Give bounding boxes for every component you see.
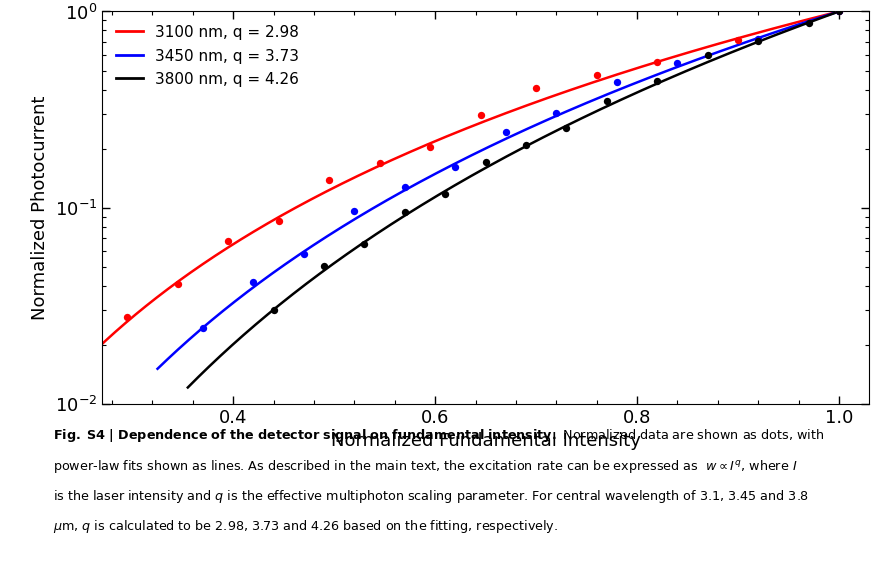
Point — [196, 323, 210, 332]
Point — [801, 19, 815, 28]
Text: power-law fits shown as lines. As described in the main text, the excitation rat: power-law fits shown as lines. As descri… — [53, 458, 797, 476]
Point — [700, 51, 714, 60]
Point — [599, 97, 613, 106]
Point — [397, 182, 411, 191]
Point — [548, 109, 563, 118]
Point — [170, 280, 184, 289]
Point — [831, 7, 845, 16]
Point — [357, 239, 371, 248]
Point — [266, 305, 280, 314]
Point — [831, 7, 845, 16]
Point — [473, 111, 487, 120]
Legend: 3100 nm, q = 2.98, 3450 nm, q = 3.73, 3800 nm, q = 4.26: 3100 nm, q = 2.98, 3450 nm, q = 3.73, 38… — [110, 19, 306, 93]
Point — [347, 207, 361, 216]
Point — [498, 128, 512, 137]
Point — [372, 159, 386, 168]
Point — [649, 76, 664, 85]
Point — [271, 217, 285, 226]
Point — [589, 71, 603, 80]
Text: is the laser intensity and $q$ is the effective multiphoton scaling parameter. F: is the laser intensity and $q$ is the ef… — [53, 488, 808, 505]
Text: $\mu$m, $q$ is calculated to be 2.98, 3.73 and 4.26 based on the fitting, respec: $\mu$m, $q$ is calculated to be 2.98, 3.… — [53, 518, 558, 535]
Point — [423, 142, 437, 151]
Point — [559, 124, 573, 133]
Point — [609, 77, 623, 86]
Point — [438, 190, 452, 199]
Point — [397, 207, 411, 217]
Point — [750, 34, 765, 44]
Point — [246, 278, 260, 287]
Point — [447, 162, 462, 171]
Point — [518, 140, 532, 149]
Point — [322, 176, 336, 185]
Point — [120, 313, 134, 322]
Text: $\mathbf{Fig.\ S4\ |\ Dependence\ of\ the\ detector\ signal\ on\ fundamental\ in: $\mathbf{Fig.\ S4\ |\ Dependence\ of\ th… — [53, 427, 823, 444]
Point — [316, 262, 330, 271]
Point — [528, 83, 542, 92]
Y-axis label: Normalized Photocurrent: Normalized Photocurrent — [31, 96, 49, 320]
Point — [750, 36, 765, 45]
Point — [831, 7, 845, 16]
Point — [670, 58, 684, 67]
X-axis label: Normalized Fundamental Intensity: Normalized Fundamental Intensity — [330, 433, 640, 450]
Point — [649, 57, 664, 66]
Point — [297, 249, 311, 258]
Point — [478, 158, 493, 167]
Point — [730, 36, 744, 45]
Point — [221, 236, 235, 245]
